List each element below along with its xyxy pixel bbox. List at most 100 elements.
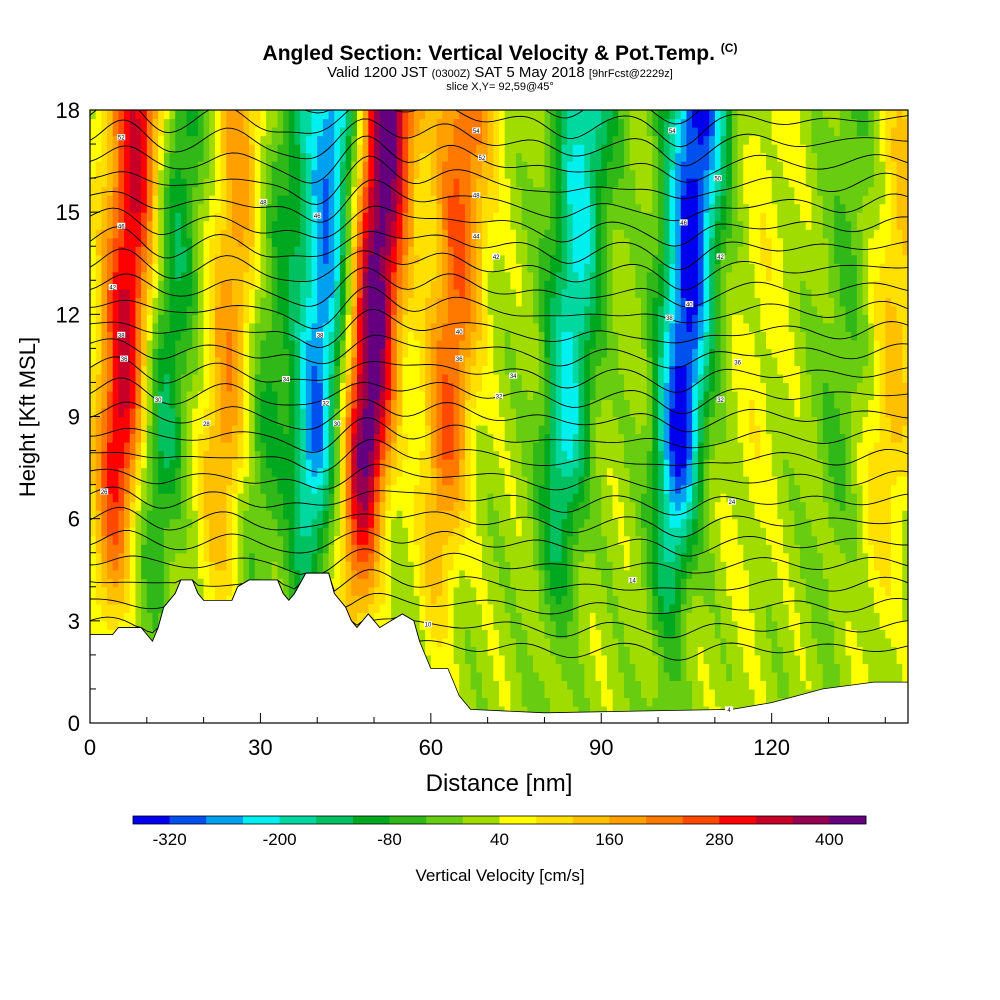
velocity-cell — [374, 186, 381, 196]
velocity-cell — [311, 476, 318, 486]
velocity-cell — [305, 297, 313, 307]
velocity-cell — [339, 280, 347, 290]
velocity-cell — [294, 578, 301, 588]
velocity-cell — [283, 178, 290, 188]
velocity-cell — [345, 450, 352, 460]
velocity-cell — [112, 195, 119, 205]
velocity-cell — [129, 552, 137, 562]
velocity-cell — [158, 476, 165, 486]
velocity-cell — [260, 135, 267, 145]
velocity-cell — [277, 246, 284, 256]
velocity-cell — [334, 510, 341, 520]
velocity-cell — [379, 203, 386, 213]
velocity-cell — [124, 331, 131, 341]
velocity-cell — [277, 280, 284, 290]
velocity-cell — [430, 399, 438, 409]
velocity-cell — [129, 467, 137, 477]
velocity-cell — [163, 569, 171, 579]
velocity-cell — [249, 178, 256, 188]
velocity-cell — [391, 271, 398, 281]
velocity-cell — [226, 144, 233, 154]
velocity-cell — [447, 433, 455, 443]
velocity-cell — [294, 178, 301, 188]
velocity-cell — [135, 322, 142, 332]
velocity-cell — [391, 254, 398, 264]
velocity-cell — [351, 220, 358, 230]
velocity-cell — [135, 271, 142, 281]
velocity-cell — [95, 407, 102, 418]
velocity-cell — [180, 510, 188, 520]
velocity-cell — [152, 425, 159, 435]
velocity-cell — [271, 442, 279, 452]
velocity-cell — [277, 407, 284, 418]
velocity-cell — [192, 212, 199, 222]
velocity-cell — [419, 518, 426, 528]
velocity-cell — [197, 161, 205, 171]
velocity-cell — [141, 586, 148, 596]
velocity-cell — [464, 152, 472, 162]
velocity-cell — [351, 271, 358, 281]
velocity-cell — [419, 637, 426, 647]
velocity-cell — [254, 552, 262, 562]
velocity-cell — [328, 552, 335, 562]
velocity-cell — [226, 442, 233, 452]
velocity-cell — [180, 442, 188, 452]
velocity-cell — [447, 271, 455, 281]
velocity-cell — [220, 493, 227, 503]
velocity-cell — [158, 152, 165, 162]
velocity-cell — [311, 229, 318, 239]
velocity-cell — [379, 425, 386, 435]
velocity-cell — [436, 110, 443, 120]
velocity-cell — [243, 280, 250, 290]
velocity-cell — [226, 178, 233, 188]
velocity-cell — [305, 220, 313, 230]
velocity-cell — [192, 382, 199, 392]
velocity-cell — [158, 135, 165, 145]
velocity-cell — [356, 118, 364, 128]
velocity-cell — [214, 425, 222, 435]
velocity-cell — [374, 322, 381, 332]
velocity-cell — [209, 518, 216, 528]
velocity-cell — [447, 135, 455, 145]
velocity-cell — [476, 459, 483, 469]
velocity-cell — [334, 297, 341, 307]
velocity-cell — [271, 356, 279, 367]
velocity-cell — [379, 297, 386, 307]
velocity-cell — [180, 561, 188, 571]
velocity-cell — [169, 425, 176, 435]
velocity-cell — [90, 212, 97, 222]
velocity-cell — [124, 178, 131, 188]
velocity-cell — [163, 595, 171, 605]
velocity-cell — [146, 297, 154, 307]
velocity-cell — [430, 118, 438, 128]
velocity-cell — [101, 416, 108, 426]
velocity-cell — [300, 135, 307, 145]
velocity-cell — [203, 425, 210, 435]
velocity-cell — [379, 433, 386, 443]
velocity-cell — [101, 629, 108, 639]
velocity-cell — [379, 246, 386, 256]
velocity-cell — [107, 144, 114, 154]
velocity-cell — [135, 348, 142, 358]
velocity-cell — [442, 510, 449, 520]
velocity-cell — [396, 254, 404, 264]
velocity-cell — [322, 195, 330, 205]
velocity-cell — [322, 433, 330, 443]
velocity-cell — [362, 603, 369, 613]
velocity-cell — [419, 493, 426, 503]
velocity-cell — [283, 135, 290, 145]
velocity-cell — [90, 390, 97, 401]
velocity-cell — [305, 271, 313, 281]
velocity-cell — [271, 203, 279, 213]
velocity-cell — [254, 263, 262, 273]
velocity-cell — [243, 237, 250, 247]
velocity-cell — [288, 501, 296, 511]
velocity-cell — [379, 118, 386, 128]
velocity-cell — [476, 663, 483, 673]
velocity-cell — [356, 399, 364, 409]
velocity-cell — [328, 110, 335, 120]
velocity-cell — [197, 271, 205, 281]
velocity-cell — [95, 280, 102, 290]
velocity-cell — [260, 544, 267, 554]
velocity-cell — [124, 416, 131, 426]
